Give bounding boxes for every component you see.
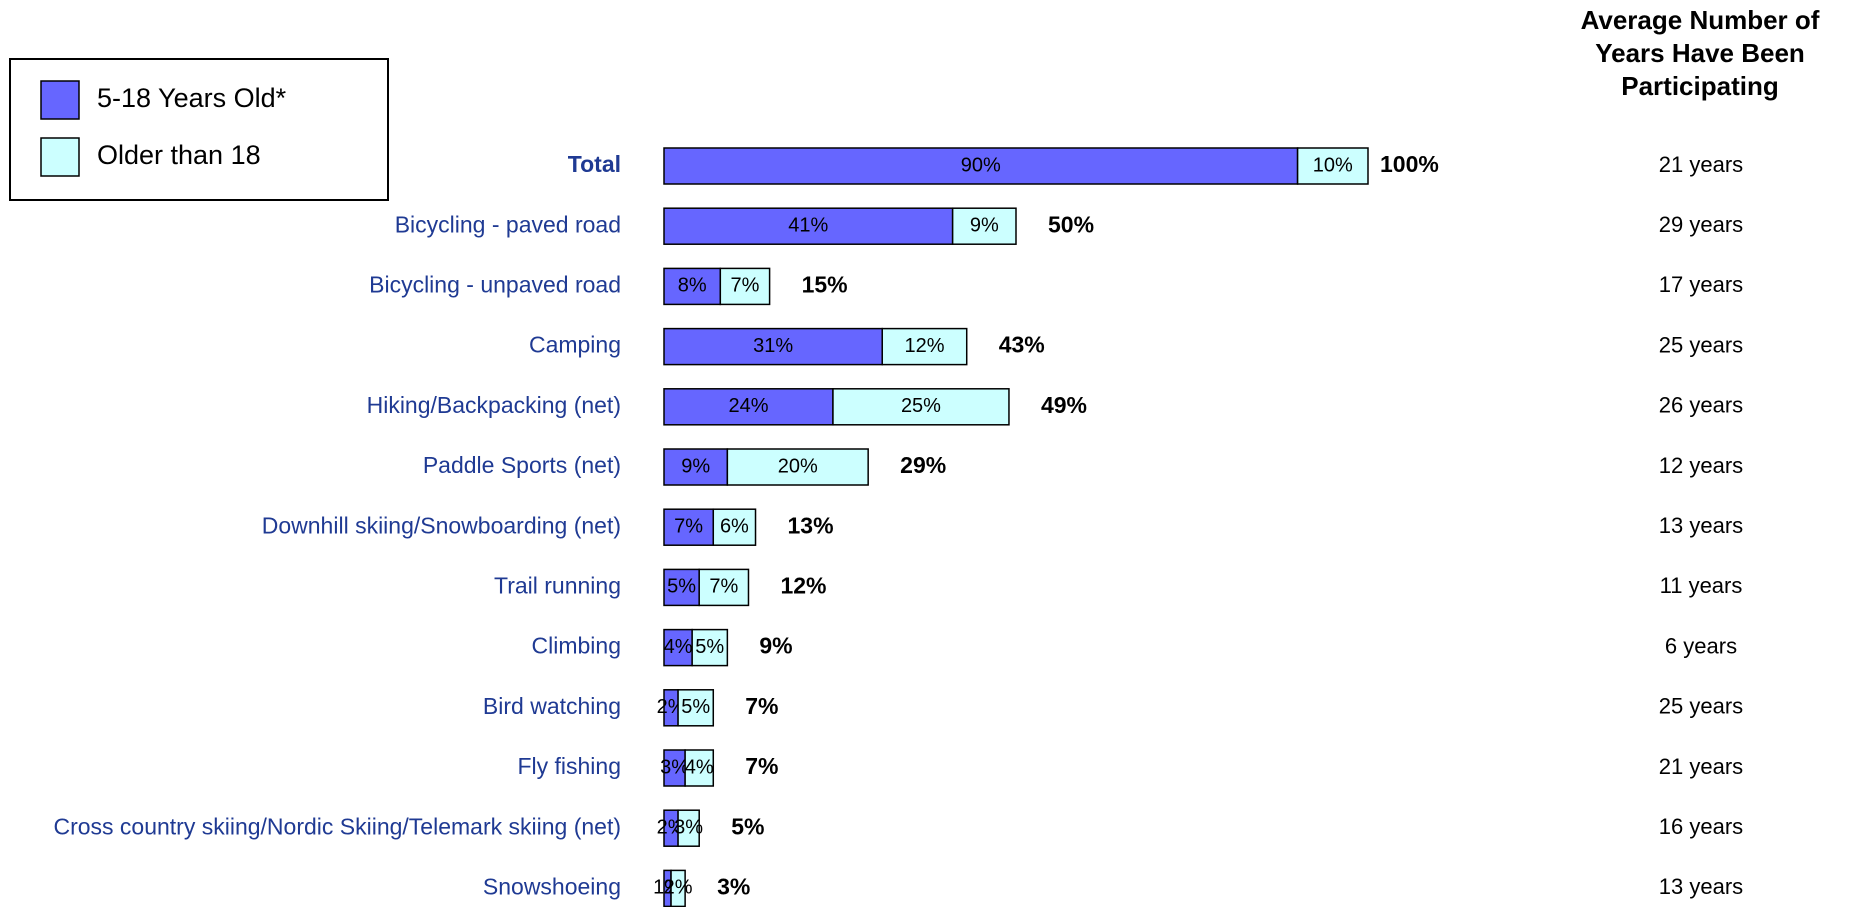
segment-label: 20% xyxy=(778,455,818,477)
years-label: 17 years xyxy=(1659,272,1743,297)
years-label: 26 years xyxy=(1659,393,1743,418)
total-label: 15% xyxy=(802,271,848,297)
bar-segment xyxy=(691,628,729,667)
bar-segment xyxy=(663,388,834,426)
segment-label: 25% xyxy=(901,395,941,417)
category-label: Climbing xyxy=(532,633,621,659)
bar-segment xyxy=(663,207,954,245)
segment-label: 8% xyxy=(678,275,707,297)
category-label: Downhill skiing/Snowboarding (net) xyxy=(262,512,621,538)
total-label: 43% xyxy=(999,332,1045,358)
bar-segment xyxy=(881,327,968,366)
total-label: 3% xyxy=(717,873,750,899)
category-label: Total xyxy=(568,151,621,177)
segment-label: 4% xyxy=(664,636,693,658)
total-label: 13% xyxy=(788,512,834,538)
segment-label: 5% xyxy=(681,696,710,718)
bar-segment xyxy=(951,207,1017,245)
bar-segment xyxy=(698,568,750,607)
years-label: 25 years xyxy=(1659,332,1743,357)
category-label: Hiking/Backpacking (net) xyxy=(367,392,621,418)
segment-label: 31% xyxy=(753,335,793,357)
bar-segment xyxy=(663,147,1299,185)
total-label: 49% xyxy=(1041,392,1087,418)
bar-segment xyxy=(663,508,715,546)
total-label: 9% xyxy=(759,633,792,659)
segment-label: 41% xyxy=(788,214,828,236)
segment-label: 3% xyxy=(660,756,689,778)
years-label: 13 years xyxy=(1659,513,1743,538)
segment-label: 7% xyxy=(674,515,703,537)
segment-label: 9% xyxy=(970,214,999,236)
category-label: Bicycling - unpaved road xyxy=(369,271,621,297)
total-label: 5% xyxy=(731,813,764,839)
legend-label: Older than 18 xyxy=(97,140,261,170)
bar-segment xyxy=(684,749,715,787)
bar-segment xyxy=(663,628,693,667)
legend-swatch xyxy=(40,137,80,177)
category-label: Cross country skiing/Nordic Skiing/Telem… xyxy=(53,813,621,839)
bar-segment xyxy=(712,508,757,546)
segment-label: 10% xyxy=(1313,154,1353,176)
years-label: 13 years xyxy=(1659,874,1743,899)
segment-label: 24% xyxy=(728,395,768,417)
segment-label: 2% xyxy=(664,877,693,899)
total-label: 29% xyxy=(900,452,946,478)
bar-segment xyxy=(663,267,722,306)
years-label: 21 years xyxy=(1659,754,1743,779)
years-header: Average Number of xyxy=(1581,5,1820,35)
segment-label: 6% xyxy=(720,515,749,537)
bar-segment xyxy=(663,327,883,366)
category-label: Bird watching xyxy=(483,693,621,719)
bar-segment xyxy=(670,869,686,907)
segment-label: 7% xyxy=(731,275,760,297)
years-label: 21 years xyxy=(1659,152,1743,177)
years-label: 6 years xyxy=(1665,633,1737,658)
segment-label: 90% xyxy=(961,154,1001,176)
category-label: Trail running xyxy=(494,572,621,598)
total-label: 7% xyxy=(745,693,778,719)
bar-segment xyxy=(832,388,1010,426)
total-label: 100% xyxy=(1380,151,1439,177)
bar-segment xyxy=(677,809,700,847)
legend-swatch xyxy=(40,80,80,120)
segment-label: 12% xyxy=(904,335,944,357)
bar-segment xyxy=(1296,147,1369,185)
category-label: Bicycling - paved road xyxy=(395,211,621,237)
years-label: 12 years xyxy=(1659,453,1743,478)
segment-label: 5% xyxy=(695,636,724,658)
category-label: Fly fishing xyxy=(517,753,621,779)
total-label: 50% xyxy=(1048,211,1094,237)
segment-label: 4% xyxy=(685,756,714,778)
category-label: Paddle Sports (net) xyxy=(423,452,621,478)
legend-box xyxy=(9,58,389,201)
bar-segment xyxy=(677,689,715,727)
years-label: 25 years xyxy=(1659,694,1743,719)
years-label: 29 years xyxy=(1659,212,1743,237)
total-label: 12% xyxy=(780,572,826,598)
category-label: Camping xyxy=(529,332,621,358)
segment-label: 7% xyxy=(709,576,738,598)
bar-segment xyxy=(726,448,869,486)
segment-label: 3% xyxy=(674,816,703,838)
years-header: Years Have Been xyxy=(1595,38,1805,68)
category-label: Snowshoeing xyxy=(483,873,621,899)
legend-label: 5-18 Years Old* xyxy=(97,83,287,113)
bar-segment xyxy=(719,267,771,306)
total-label: 7% xyxy=(745,753,778,779)
years-label: 11 years xyxy=(1660,573,1743,598)
segment-label: 9% xyxy=(681,455,710,477)
segment-label: 5% xyxy=(667,576,696,598)
years-header: Participating xyxy=(1621,71,1778,101)
years-label: 16 years xyxy=(1659,814,1743,839)
